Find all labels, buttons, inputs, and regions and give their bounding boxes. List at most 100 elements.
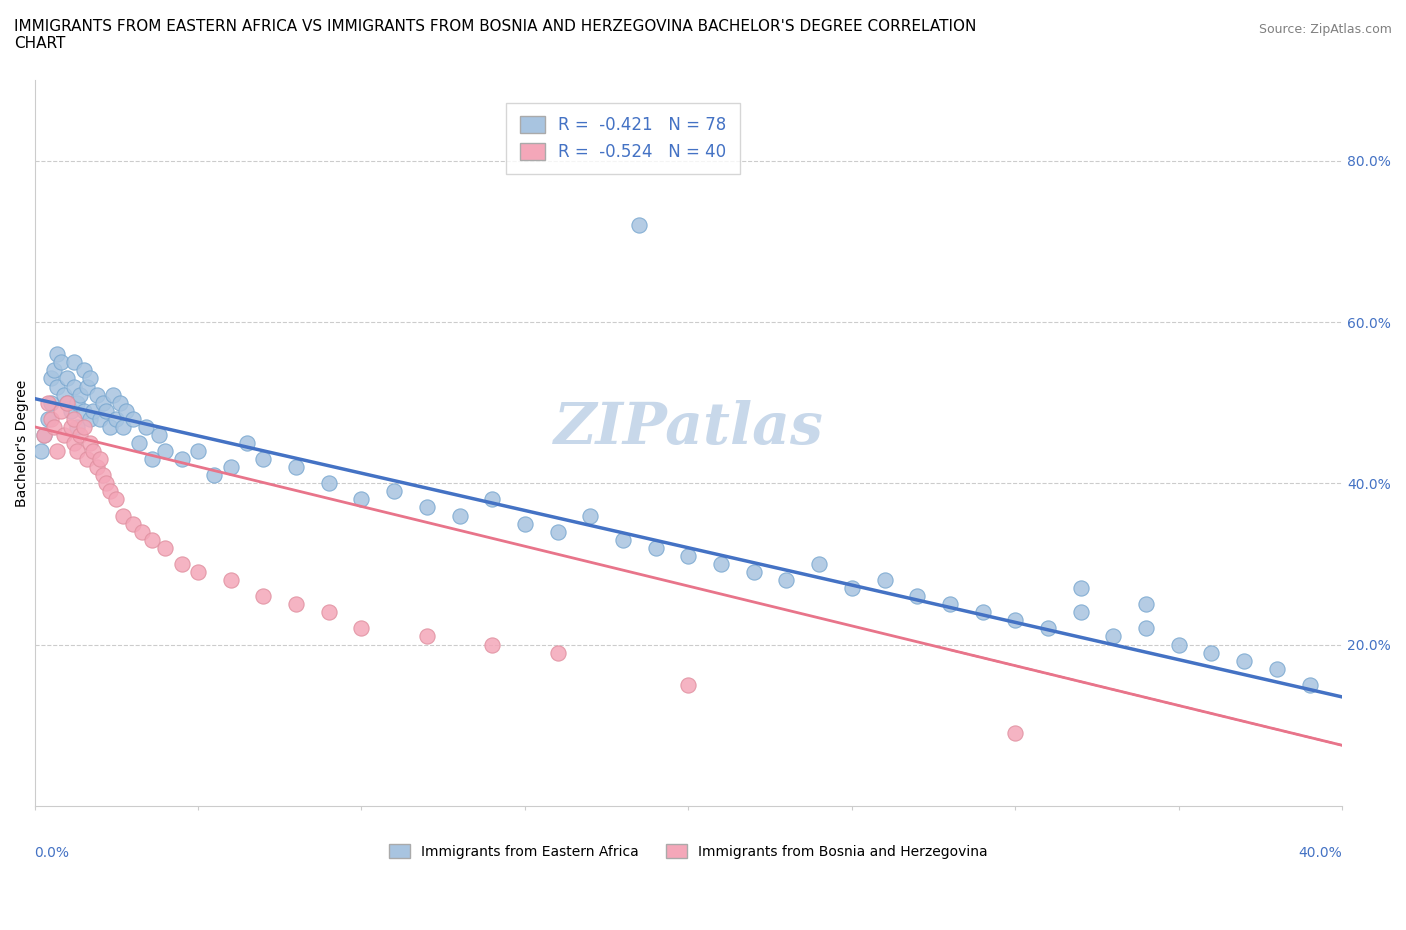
Point	[72, 363, 94, 378]
Point	[775, 573, 797, 588]
Point	[121, 516, 143, 531]
Point	[628, 218, 651, 232]
Point	[56, 371, 79, 386]
Point	[72, 404, 94, 418]
Point	[382, 484, 405, 498]
Point	[62, 411, 84, 426]
Text: 0.0%: 0.0%	[35, 845, 69, 859]
Point	[66, 444, 89, 458]
Point	[111, 508, 134, 523]
Point	[86, 387, 108, 402]
Point	[66, 419, 89, 434]
Point	[44, 419, 66, 434]
Point	[34, 428, 56, 443]
Point	[82, 404, 104, 418]
Point	[72, 419, 94, 434]
Point	[62, 379, 84, 394]
Point	[1070, 604, 1092, 619]
Point	[873, 573, 896, 588]
Point	[416, 629, 439, 644]
Point	[318, 476, 340, 491]
Point	[416, 500, 439, 515]
Text: 40.0%: 40.0%	[1299, 845, 1343, 859]
Point	[49, 355, 72, 370]
Point	[39, 411, 62, 426]
Point	[89, 411, 111, 426]
Point	[39, 371, 62, 386]
Point	[128, 435, 150, 450]
Point	[1004, 613, 1026, 628]
Point	[155, 540, 177, 555]
Point	[79, 411, 101, 426]
Point	[86, 459, 108, 474]
Point	[1298, 677, 1320, 692]
Point	[972, 604, 994, 619]
Point	[547, 645, 569, 660]
Point	[46, 444, 69, 458]
Point	[56, 395, 79, 410]
Point	[79, 371, 101, 386]
Point	[1265, 661, 1288, 676]
Point	[79, 435, 101, 450]
Point	[252, 452, 274, 467]
Point	[481, 637, 503, 652]
Point	[91, 468, 114, 483]
Point	[53, 387, 76, 402]
Point	[101, 387, 124, 402]
Point	[59, 419, 82, 434]
Point	[98, 419, 121, 434]
Point	[53, 428, 76, 443]
Point	[46, 379, 69, 394]
Point	[91, 395, 114, 410]
Point	[155, 444, 177, 458]
Point	[808, 556, 831, 571]
Point	[34, 428, 56, 443]
Point	[62, 355, 84, 370]
Point	[318, 604, 340, 619]
Point	[37, 411, 59, 426]
Point	[44, 363, 66, 378]
Point	[285, 597, 308, 612]
Point	[49, 404, 72, 418]
Point	[59, 404, 82, 418]
Point	[148, 428, 170, 443]
Point	[678, 549, 700, 564]
Point	[547, 525, 569, 539]
Point	[39, 395, 62, 410]
Point	[141, 532, 163, 547]
Point	[841, 580, 863, 595]
Point	[710, 556, 733, 571]
Point	[98, 484, 121, 498]
Point	[350, 621, 373, 636]
Point	[187, 444, 209, 458]
Point	[66, 395, 89, 410]
Point	[1135, 597, 1157, 612]
Point	[46, 347, 69, 362]
Point	[135, 419, 157, 434]
Point	[1070, 580, 1092, 595]
Point	[76, 452, 98, 467]
Point	[170, 452, 193, 467]
Point	[1167, 637, 1189, 652]
Point	[579, 508, 602, 523]
Point	[513, 516, 536, 531]
Point	[252, 589, 274, 604]
Point	[644, 540, 666, 555]
Point	[742, 565, 765, 579]
Point	[89, 452, 111, 467]
Point	[170, 556, 193, 571]
Point	[1004, 725, 1026, 740]
Point	[678, 677, 700, 692]
Point	[350, 492, 373, 507]
Point	[96, 476, 118, 491]
Point	[141, 452, 163, 467]
Point	[219, 573, 242, 588]
Point	[481, 492, 503, 507]
Point	[69, 428, 91, 443]
Point	[1233, 653, 1256, 668]
Point	[121, 411, 143, 426]
Point	[905, 589, 928, 604]
Point	[187, 565, 209, 579]
Point	[105, 492, 128, 507]
Point	[108, 395, 131, 410]
